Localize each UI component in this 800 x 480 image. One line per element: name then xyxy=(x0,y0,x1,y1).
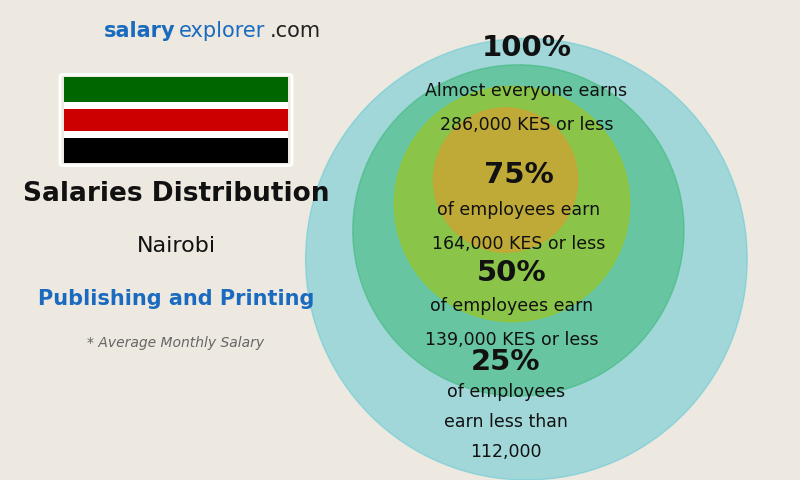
Text: 112,000: 112,000 xyxy=(470,443,542,461)
FancyBboxPatch shape xyxy=(64,106,288,134)
Text: of employees earn: of employees earn xyxy=(430,297,594,315)
FancyBboxPatch shape xyxy=(64,134,288,163)
Text: explorer: explorer xyxy=(179,21,266,41)
Text: 25%: 25% xyxy=(471,348,540,376)
Text: 50%: 50% xyxy=(477,259,547,287)
Ellipse shape xyxy=(353,65,684,396)
Ellipse shape xyxy=(306,38,747,480)
Text: Publishing and Printing: Publishing and Printing xyxy=(38,288,314,309)
Ellipse shape xyxy=(434,108,578,252)
Text: 139,000 KES or less: 139,000 KES or less xyxy=(426,331,598,349)
Text: 164,000 KES or less: 164,000 KES or less xyxy=(432,235,605,253)
Text: Almost everyone earns: Almost everyone earns xyxy=(426,82,627,100)
Text: * Average Monthly Salary: * Average Monthly Salary xyxy=(87,336,265,350)
Text: Nairobi: Nairobi xyxy=(137,236,215,256)
Text: salary: salary xyxy=(104,21,176,41)
Text: 75%: 75% xyxy=(483,161,554,189)
Ellipse shape xyxy=(394,86,630,322)
FancyBboxPatch shape xyxy=(64,77,288,106)
Text: 286,000 KES or less: 286,000 KES or less xyxy=(440,116,613,134)
Text: .com: .com xyxy=(270,21,321,41)
Text: Salaries Distribution: Salaries Distribution xyxy=(22,181,330,207)
Text: earn less than: earn less than xyxy=(444,413,567,432)
FancyBboxPatch shape xyxy=(64,131,288,138)
Text: 100%: 100% xyxy=(482,34,571,62)
Text: of employees: of employees xyxy=(446,383,565,401)
Text: of employees earn: of employees earn xyxy=(437,201,600,219)
FancyBboxPatch shape xyxy=(64,102,288,109)
